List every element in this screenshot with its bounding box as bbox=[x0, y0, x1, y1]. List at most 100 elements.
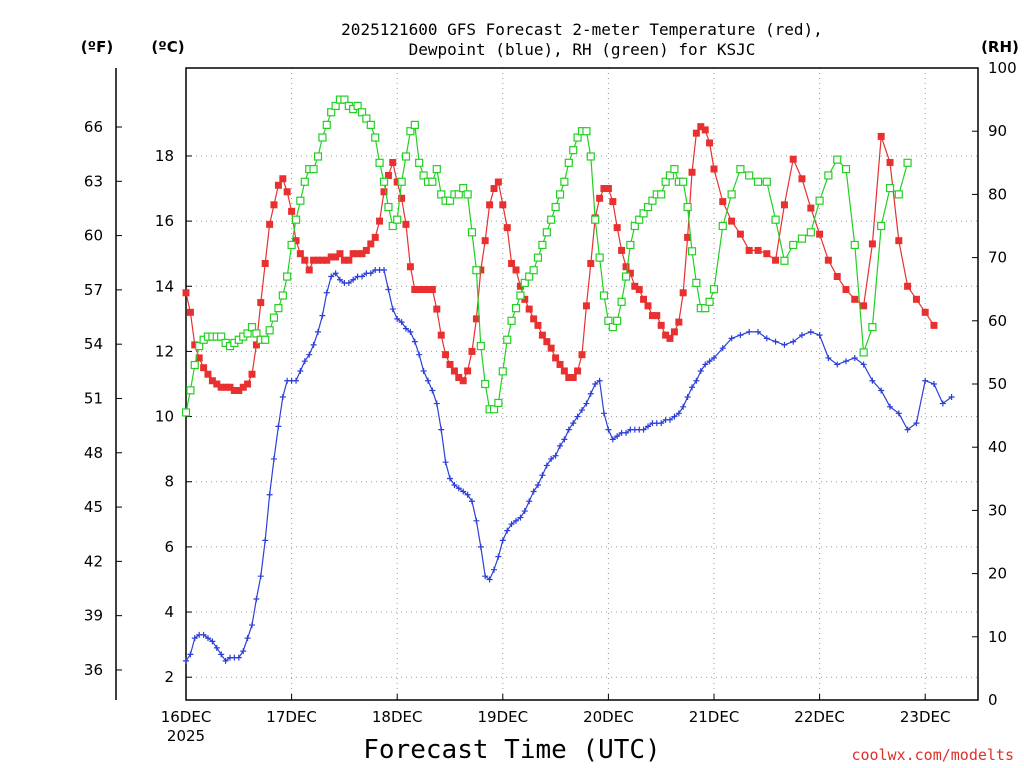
dewpoint-point bbox=[359, 273, 366, 280]
fahrenheit-tick-label: 48 bbox=[84, 444, 103, 462]
rh-point bbox=[415, 158, 424, 167]
temperature-point bbox=[490, 185, 498, 193]
dewpoint-point bbox=[543, 462, 550, 469]
temperature-point bbox=[182, 289, 190, 297]
temperature-point bbox=[288, 207, 296, 215]
rh-point bbox=[643, 202, 653, 212]
x-tick-label: 21DEC bbox=[689, 708, 740, 726]
rh-point bbox=[547, 215, 556, 224]
temperature-point bbox=[376, 217, 384, 225]
dewpoint-point bbox=[513, 517, 519, 524]
dewpoint-point bbox=[279, 394, 286, 401]
temperature-point bbox=[450, 367, 458, 375]
dewpoint-point bbox=[235, 654, 242, 661]
dewpoint-point bbox=[728, 335, 735, 342]
temperature-point bbox=[613, 224, 621, 232]
celsius-tick-label: 12 bbox=[155, 342, 174, 360]
dewpoint-point bbox=[482, 573, 489, 580]
dewpoint-point bbox=[623, 429, 630, 436]
dewpoint-point bbox=[834, 361, 841, 368]
rh-point bbox=[753, 177, 763, 186]
rh-point bbox=[252, 329, 261, 338]
rh-point bbox=[265, 326, 274, 335]
dewpoint-point bbox=[447, 475, 453, 482]
dewpoint-point bbox=[345, 280, 352, 287]
dewpoint-point bbox=[183, 657, 189, 664]
rh-point bbox=[406, 127, 415, 136]
temperature-point bbox=[684, 233, 692, 241]
dewpoint-point bbox=[491, 566, 498, 573]
dewpoint-point bbox=[504, 527, 511, 534]
dewpoint-point bbox=[477, 543, 484, 550]
temperature-point bbox=[239, 383, 247, 391]
temperature-point bbox=[626, 269, 634, 277]
dewpoint-point bbox=[204, 635, 211, 642]
temperature-point bbox=[314, 256, 322, 264]
rh-point bbox=[371, 133, 380, 142]
temperature-point bbox=[244, 380, 252, 388]
dewpoint-point bbox=[508, 521, 515, 528]
temperature-point bbox=[296, 250, 304, 258]
rh-point bbox=[463, 190, 472, 199]
temperature-point bbox=[604, 185, 612, 193]
rh-point bbox=[278, 291, 287, 300]
rh-point bbox=[797, 234, 807, 243]
temperature-point bbox=[261, 259, 269, 267]
temperature-point bbox=[754, 246, 762, 254]
rh-point bbox=[815, 196, 824, 205]
rh-point bbox=[868, 323, 877, 332]
rh-line bbox=[185, 98, 909, 413]
temperature-point bbox=[644, 302, 652, 310]
temperature-point bbox=[701, 126, 709, 134]
dewpoint-point bbox=[517, 514, 524, 521]
rh-point bbox=[665, 171, 675, 180]
dewpoint-point bbox=[262, 537, 269, 544]
y-axis-fahrenheit: 36 39 42 45 48 51 54 57 60 63 66 bbox=[84, 118, 122, 679]
dewpoint-point bbox=[411, 338, 418, 345]
temperature-point bbox=[512, 266, 520, 274]
temperature-point bbox=[824, 256, 832, 264]
temperature-point bbox=[398, 194, 406, 202]
celsius-tick-label: 18 bbox=[155, 147, 174, 165]
dewpoint-point bbox=[257, 573, 264, 580]
dewpoint-point bbox=[244, 635, 251, 642]
temperature-line bbox=[185, 125, 935, 392]
rh-point bbox=[357, 108, 367, 117]
plot-frame bbox=[185, 67, 979, 701]
dewpoint-point bbox=[301, 358, 308, 365]
dewpoint-point bbox=[420, 367, 427, 374]
dewpoint-point bbox=[737, 332, 744, 339]
temperature-point bbox=[472, 315, 480, 323]
dewpoint-point bbox=[187, 651, 194, 658]
temperature-point bbox=[358, 250, 366, 258]
grid-layer bbox=[186, 68, 978, 700]
rh-point bbox=[419, 171, 428, 180]
temperature-point bbox=[230, 387, 238, 395]
rh-tick-label: 0 bbox=[988, 691, 998, 709]
temperature-point bbox=[609, 198, 617, 206]
temperature-point bbox=[578, 351, 586, 359]
rh-point bbox=[327, 108, 336, 117]
dewpoint-point bbox=[266, 491, 273, 498]
rh-point bbox=[261, 335, 270, 344]
temperature-point bbox=[270, 201, 278, 209]
fahrenheit-tick-label: 57 bbox=[84, 281, 103, 299]
rh-point bbox=[296, 196, 305, 205]
rh-point bbox=[243, 329, 252, 338]
temperature-point bbox=[499, 201, 507, 209]
rh-point bbox=[780, 256, 789, 265]
rh-point bbox=[362, 114, 371, 123]
rh-point bbox=[903, 158, 912, 167]
x-axis-title: Forecast Time (UTC) bbox=[363, 735, 660, 765]
rh-point bbox=[247, 323, 257, 332]
rh-point bbox=[617, 297, 626, 306]
dewpoint-point bbox=[570, 420, 577, 427]
rh-point bbox=[859, 348, 868, 357]
dewpoint-point bbox=[600, 410, 607, 417]
rh-point bbox=[542, 228, 551, 237]
dewpoint-point bbox=[521, 508, 528, 515]
rh-point bbox=[274, 304, 283, 313]
rh-tick-label: 100 bbox=[988, 59, 1017, 77]
rh-tick-label: 80 bbox=[988, 185, 1007, 203]
dewpoint-point bbox=[904, 426, 911, 433]
